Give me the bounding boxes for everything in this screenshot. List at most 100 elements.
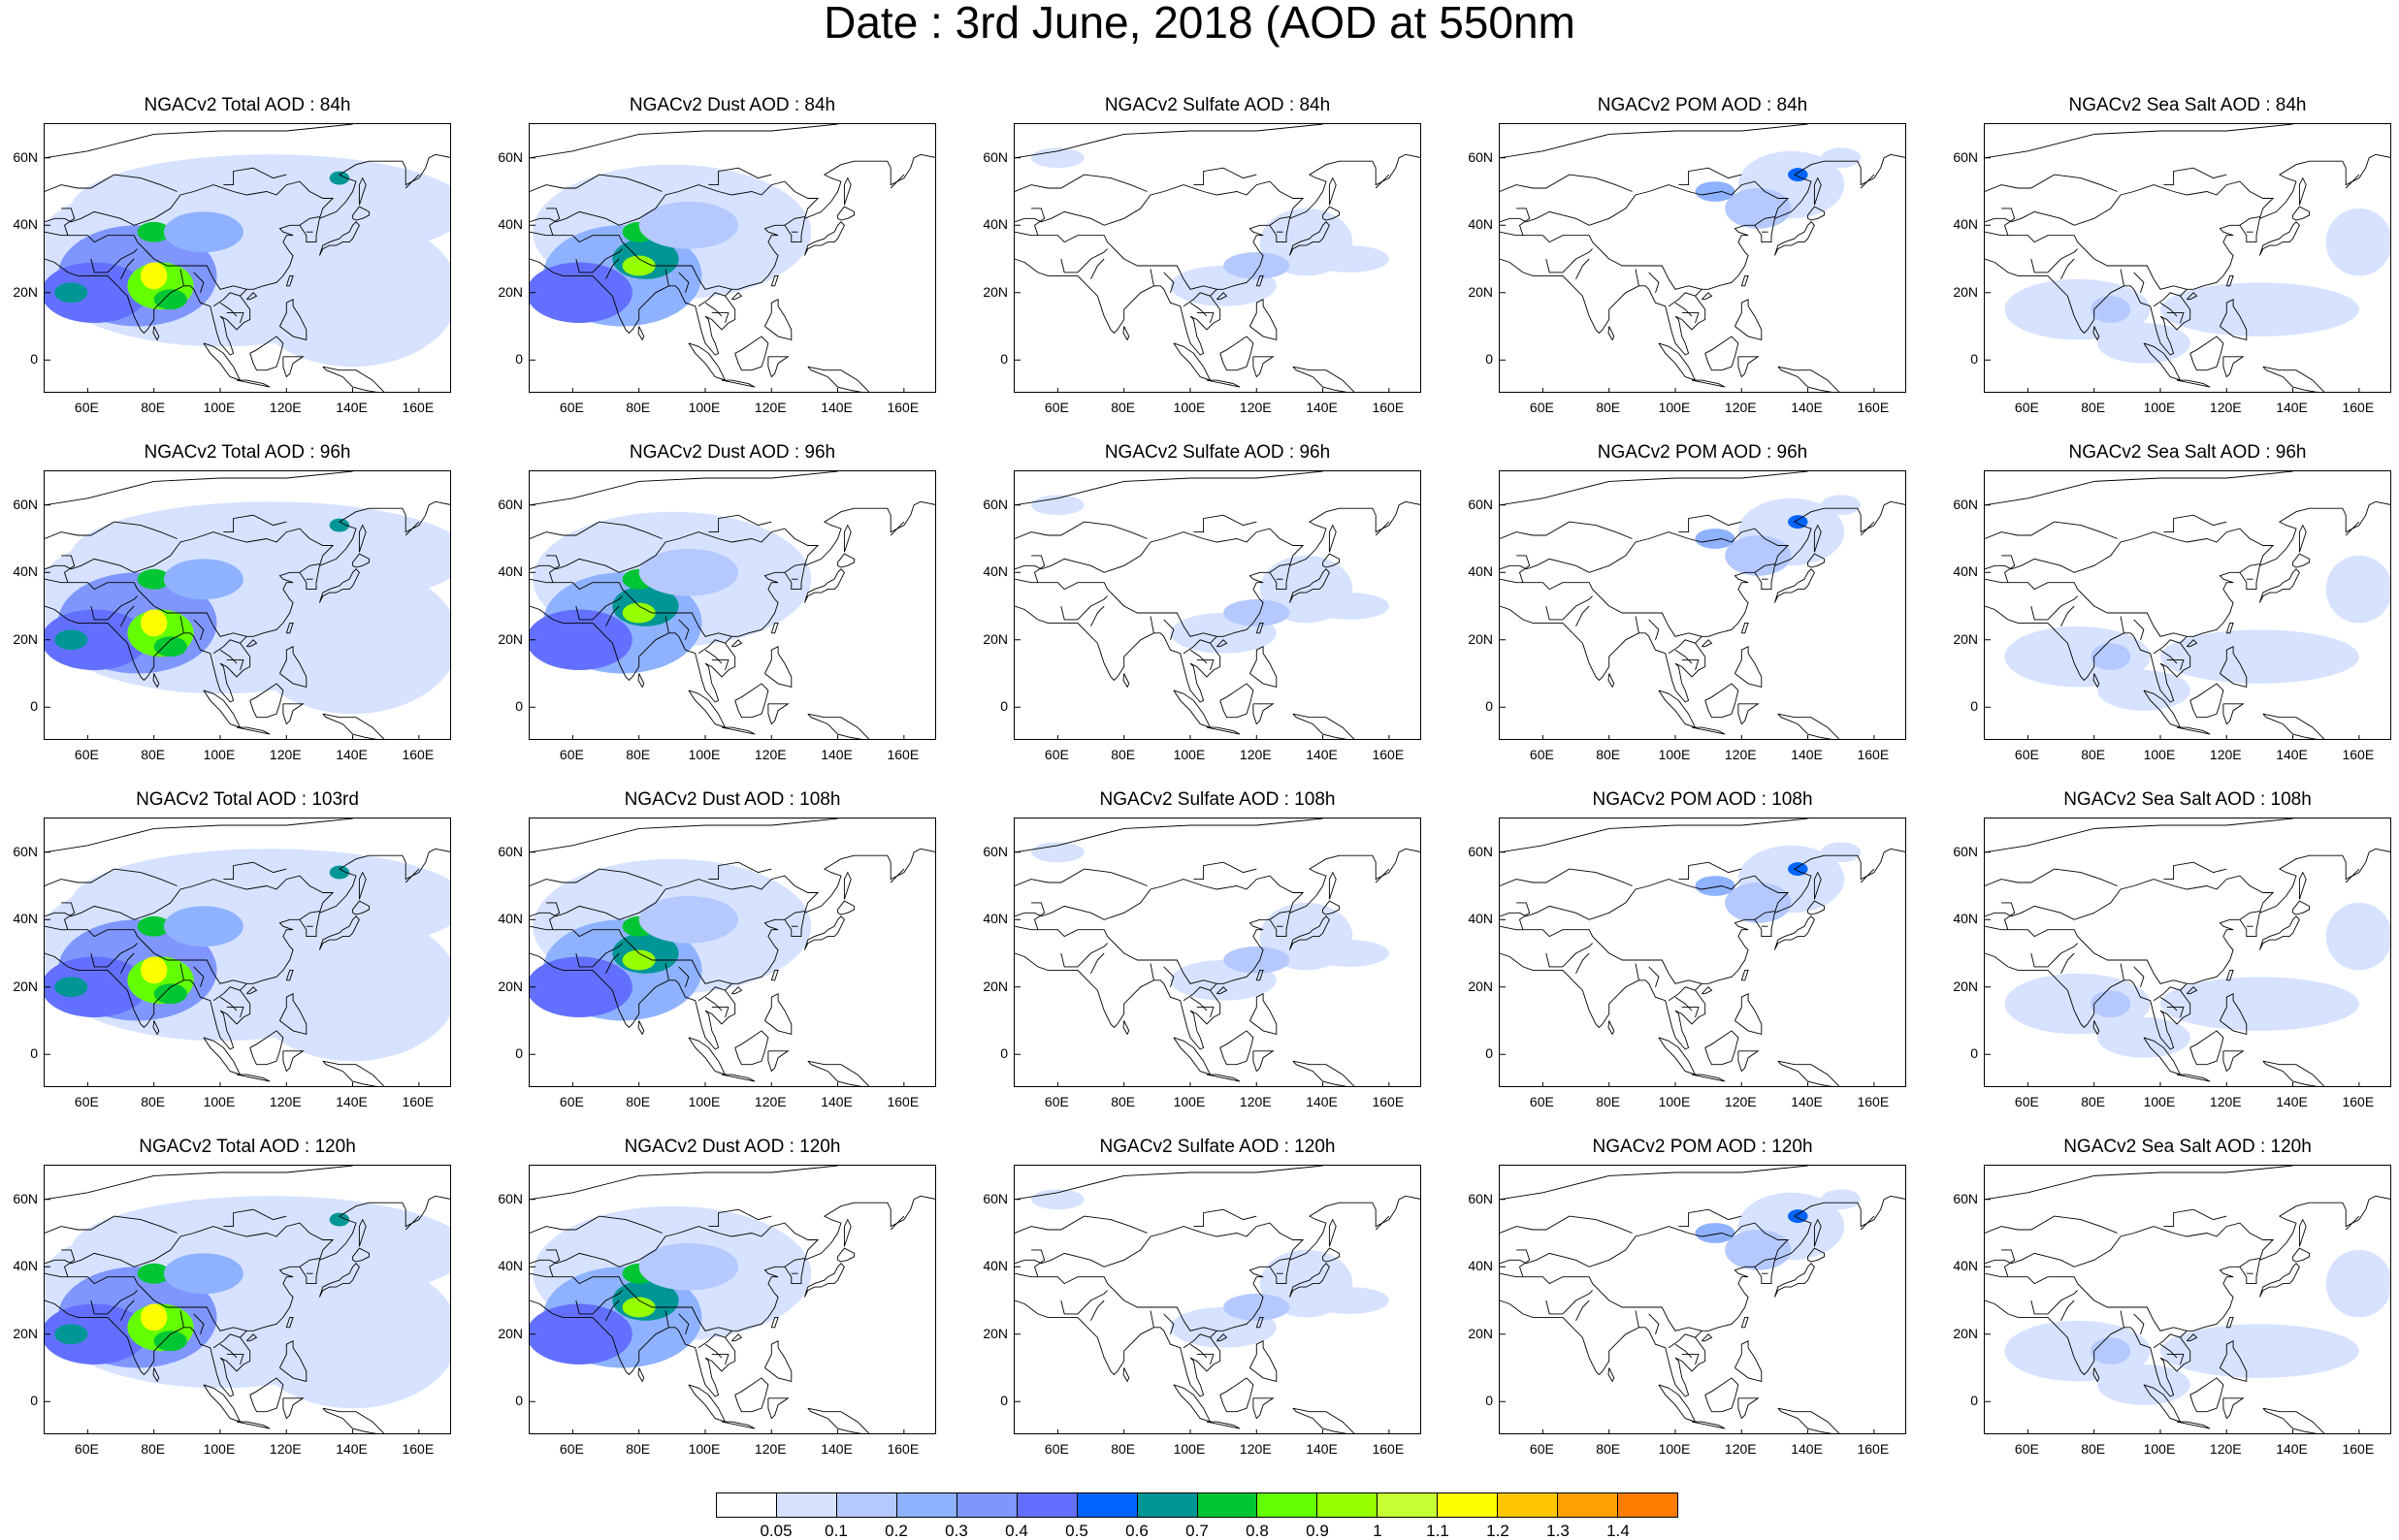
coastline — [1734, 298, 1763, 340]
coastline — [807, 366, 870, 392]
coastline — [245, 986, 258, 995]
coastline — [1985, 521, 2118, 539]
coastline — [1985, 174, 2118, 192]
x-tick-label: 120E — [1724, 1094, 1757, 1109]
coastline — [530, 578, 553, 584]
colorbar-label: 1 — [1373, 1522, 1382, 1540]
y-tick-label: 0 — [1485, 698, 1493, 715]
y-tick-label: 60N — [1468, 843, 1493, 859]
aod-region — [530, 1303, 632, 1365]
coastline — [1813, 176, 1822, 206]
coastline — [45, 500, 450, 703]
coastline — [1773, 221, 1815, 256]
coastline — [688, 1384, 727, 1423]
coastline — [763, 298, 793, 340]
coastline — [2258, 568, 2300, 603]
coastline — [1985, 1166, 2293, 1201]
coastline — [721, 726, 756, 735]
coastline — [678, 966, 690, 987]
coastline — [1691, 726, 1726, 735]
coastline — [697, 986, 726, 1002]
coastline — [1173, 342, 1212, 381]
x-tick-label: 100E — [1173, 1094, 1206, 1109]
y-tick-label: 40N — [13, 216, 38, 233]
coastline — [1122, 326, 1130, 341]
x-tick-label: 160E — [887, 400, 920, 415]
x-tick-label: 100E — [203, 400, 236, 415]
coastline — [605, 258, 620, 280]
coastline — [530, 1166, 838, 1201]
coastline — [1985, 818, 2293, 853]
x-tick-label: 80E — [1111, 400, 1136, 415]
coastline — [1681, 659, 1700, 671]
y-tick-label: 0 — [1970, 351, 1978, 368]
coastline — [2239, 216, 2260, 226]
coastline — [1648, 272, 1660, 293]
coastline — [770, 1316, 779, 1329]
coastline — [2007, 1276, 2188, 1331]
coastline — [2153, 986, 2181, 1002]
panel-title: NGACv2 Sea Salt AOD : 96h — [2068, 442, 2307, 463]
coastline — [1090, 605, 1105, 627]
coastline — [1607, 1367, 1615, 1383]
y-tick-label: 60N — [983, 496, 1008, 512]
x-tick-label: 80E — [1111, 747, 1136, 762]
coastline — [1015, 124, 1323, 159]
coastline — [530, 500, 935, 703]
coastline — [2176, 1074, 2211, 1082]
x-tick-label: 120E — [1239, 1441, 1272, 1457]
coastline — [45, 1222, 335, 1267]
coastline — [318, 568, 360, 603]
panel-title: NGACv2 Sulfate AOD : 120h — [1099, 1137, 1336, 1157]
coastline — [2222, 703, 2245, 725]
coastline — [711, 1354, 729, 1365]
coastline — [1985, 124, 2293, 159]
x-tick-label: 100E — [688, 1094, 721, 1109]
x-tick-label: 160E — [1372, 400, 1405, 415]
y-tick-label: 60N — [498, 496, 523, 512]
aod-region — [1223, 946, 1290, 974]
coastline — [1193, 167, 1257, 186]
aod-region — [246, 565, 450, 715]
coastline — [1037, 929, 1217, 984]
panel-title: NGACv2 Dust AOD : 84h — [629, 95, 836, 115]
aod-region — [2325, 208, 2390, 276]
x-tick-label: 140E — [821, 400, 853, 415]
aod-region — [638, 201, 739, 249]
aod-region — [638, 548, 739, 596]
coastline — [67, 929, 247, 984]
coastline — [1516, 555, 1531, 583]
x-tick-label: 160E — [402, 400, 435, 415]
aod-region — [141, 956, 168, 984]
coastline — [530, 848, 935, 1050]
coastline — [2262, 366, 2325, 392]
coastline — [1015, 1272, 1038, 1278]
coastline — [2239, 911, 2260, 920]
coastline — [1150, 616, 1154, 633]
map-panel-pom — [1499, 1165, 1906, 1434]
coastline — [1701, 986, 1713, 995]
x-tick-label: 140E — [1306, 400, 1338, 415]
map-panel-seasalt — [1984, 470, 2391, 740]
aod-field-map — [1985, 1166, 2390, 1433]
coastline — [1163, 619, 1175, 640]
y-tick-label: 60N — [13, 843, 38, 859]
aod-region — [163, 1253, 243, 1295]
coastline — [179, 616, 184, 633]
y-tick-label: 60N — [13, 148, 38, 165]
x-tick-label: 60E — [559, 400, 584, 415]
coastline — [2186, 1333, 2198, 1342]
x-tick-label: 120E — [269, 400, 302, 415]
coastline — [767, 1397, 790, 1420]
y-tick-label: 60N — [983, 1190, 1008, 1206]
x-tick-label: 60E — [1044, 1094, 1069, 1109]
coastline — [1206, 1074, 1241, 1082]
coastline — [1322, 553, 1341, 568]
coastline — [2163, 167, 2227, 186]
coastline — [2219, 1339, 2248, 1382]
x-tick-label: 140E — [336, 747, 368, 762]
x-tick-label: 80E — [1111, 1094, 1136, 1109]
coastline — [282, 1050, 305, 1073]
x-tick-label: 80E — [1111, 1441, 1136, 1457]
y-tick-label: 60N — [1953, 148, 1978, 165]
